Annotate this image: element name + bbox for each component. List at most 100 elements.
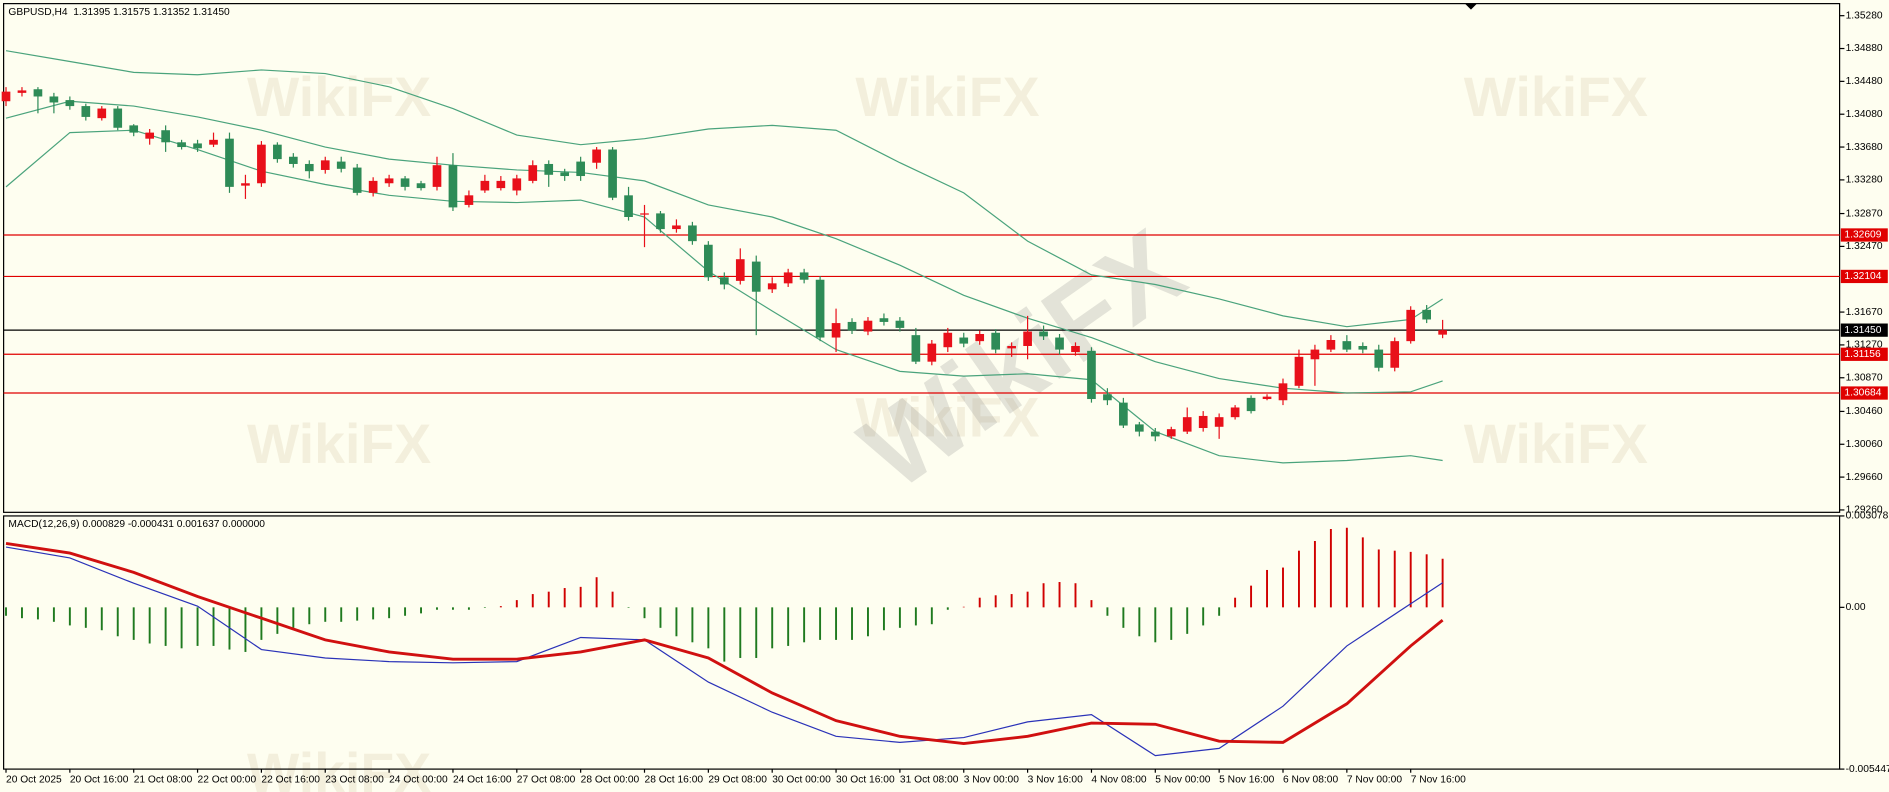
x-tick-label: 22 Oct 16:00 — [261, 775, 320, 786]
indicator-line — [5, 542, 1444, 746]
candle-body — [49, 96, 59, 103]
level-label: 1.32609 — [1844, 230, 1881, 241]
candle-body — [576, 161, 585, 177]
level-label: 1.32104 — [1844, 271, 1881, 282]
x-tick-label: 3 Nov 16:00 — [1028, 775, 1083, 786]
candle-body — [528, 165, 538, 181]
candle-body — [783, 272, 793, 284]
candle-body — [1007, 345, 1016, 349]
x-tick-label: 29 Oct 08:00 — [708, 775, 767, 786]
x-tick-label: 6 Nov 08:00 — [1283, 775, 1338, 786]
candle-body — [751, 261, 761, 292]
y-tick-label: 1.32870 — [1846, 208, 1883, 219]
candle-body — [1390, 341, 1400, 368]
candle-body — [943, 332, 953, 348]
candle-body — [815, 279, 825, 338]
x-tick-label: 5 Nov 16:00 — [1219, 775, 1274, 786]
candle-body — [688, 225, 697, 242]
x-tick-label: 21 Oct 08:00 — [134, 775, 193, 786]
y-tick-label: 1.31270 — [1846, 340, 1883, 351]
y-tick-label: 1.33280 — [1846, 175, 1883, 186]
candle-body — [145, 132, 155, 139]
candle-body — [257, 144, 266, 184]
candle-body — [336, 161, 346, 169]
candle-body — [81, 106, 91, 117]
shift-marker — [1464, 3, 1477, 10]
x-tick-label: 30 Oct 16:00 — [836, 775, 895, 786]
candle-body — [544, 163, 554, 175]
candle-body — [704, 244, 713, 278]
candle-body — [1310, 349, 1320, 360]
y-tick-label: 1.33680 — [1846, 142, 1883, 153]
y-tick-label: 1.35280 — [1846, 10, 1883, 21]
candle-body — [1246, 397, 1256, 412]
candle-body — [927, 343, 937, 362]
x-tick-label: 28 Oct 16:00 — [645, 775, 704, 786]
candle-body — [129, 125, 139, 133]
candle-body — [1230, 407, 1240, 418]
level-label-box — [1840, 269, 1888, 284]
candle-body — [608, 149, 617, 198]
candle-body — [847, 321, 857, 331]
candle-body — [416, 183, 426, 189]
level-label-box — [1840, 386, 1888, 400]
x-tick-label: 3 Nov 00:00 — [964, 775, 1019, 786]
candle-body — [656, 213, 665, 230]
candle-body — [767, 283, 777, 290]
y-tick-label: 1.29260 — [1846, 505, 1883, 516]
candle-body — [17, 90, 27, 93]
x-tick-label: 31 Oct 08:00 — [900, 775, 959, 786]
candle-body — [911, 335, 921, 362]
candle-body — [1055, 337, 1064, 350]
candle-body — [1119, 402, 1128, 426]
candle-body — [1406, 309, 1416, 342]
candle-body — [991, 332, 1001, 350]
band-line — [5, 129, 1443, 464]
y-tick-label: 1.34480 — [1846, 76, 1883, 87]
candle-body — [672, 225, 681, 230]
candle-body — [640, 213, 649, 215]
candle-body — [97, 108, 107, 119]
level-label: 1.31156 — [1844, 349, 1881, 360]
candle-body — [1135, 424, 1144, 432]
x-tick-label: 20 Oct 2025 — [6, 775, 62, 786]
candle-body — [1166, 429, 1176, 437]
y-tick-label: 0.003078 — [1846, 511, 1889, 522]
x-tick-label: 30 Oct 00:00 — [772, 775, 831, 786]
candle-body — [719, 277, 729, 285]
y-tick-label: 1.32470 — [1846, 241, 1883, 252]
candle-body — [1182, 417, 1192, 432]
x-tick-label: 24 Oct 16:00 — [453, 775, 512, 786]
candle-body — [735, 259, 745, 281]
x-tick-label: 23 Oct 08:00 — [325, 775, 384, 786]
level-label: 1.31450 — [1844, 325, 1881, 336]
candle-body — [879, 318, 889, 322]
candle-body — [241, 183, 250, 186]
candle-body — [288, 156, 298, 164]
candle-body — [496, 180, 506, 189]
x-tick-label: 24 Oct 00:00 — [389, 775, 448, 786]
candle-body — [1278, 383, 1288, 401]
candle-body — [400, 178, 410, 187]
candle-body — [33, 89, 43, 97]
x-tick-label: 5 Nov 00:00 — [1155, 775, 1210, 786]
watermark: WikiFX — [247, 66, 431, 128]
candle-body — [1214, 417, 1224, 427]
band-line — [5, 100, 1443, 394]
candle-body — [831, 323, 841, 338]
main-panel — [3, 3, 1841, 513]
candle-body — [161, 130, 170, 143]
candle-body — [193, 143, 202, 149]
y-tick-label: 0.00 — [1846, 602, 1866, 613]
indicator-title: MACD(12,26,9) 0.000829 -0.000431 0.00163… — [8, 519, 265, 530]
candle-body — [1023, 331, 1032, 346]
watermark: WikiFX — [1464, 66, 1648, 128]
x-tick-label: 7 Nov 00:00 — [1347, 775, 1402, 786]
candle-body — [225, 138, 234, 187]
candle-body — [1150, 431, 1160, 437]
watermark: WikiFX — [855, 66, 1039, 128]
candle-body — [352, 167, 362, 193]
